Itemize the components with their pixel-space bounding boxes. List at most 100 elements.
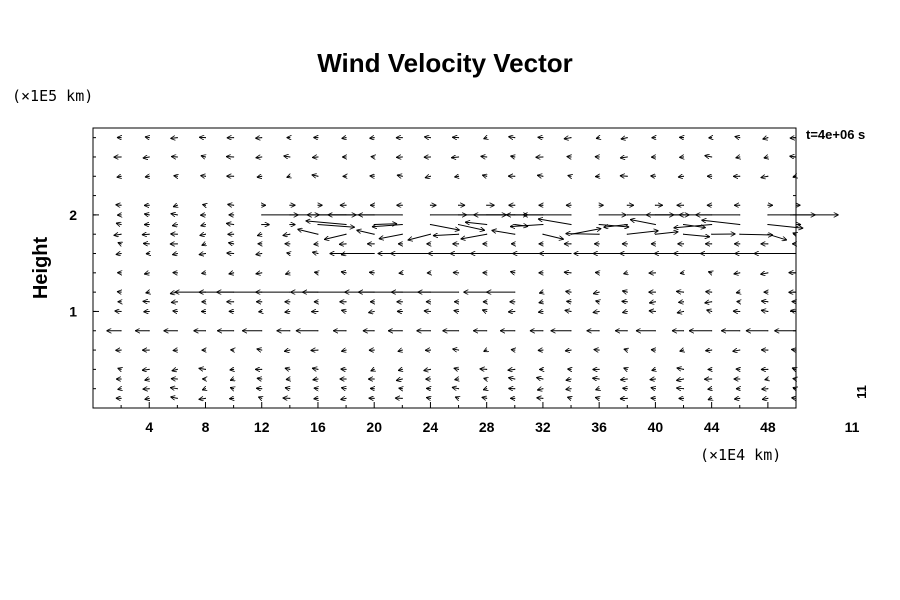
- velocity-arrow: [285, 273, 290, 274]
- velocity-arrow: [171, 214, 178, 215]
- velocity-arrow: [145, 398, 150, 399]
- velocity-arrow: [356, 230, 375, 235]
- velocity-arrow: [620, 379, 628, 380]
- x-tick-label: 24: [423, 419, 439, 435]
- velocity-arrow: [423, 369, 431, 370]
- velocity-arrow: [482, 397, 487, 398]
- velocity-arrow: [342, 138, 347, 139]
- velocity-arrow: [341, 272, 346, 273]
- velocity-arrow: [226, 223, 234, 224]
- velocity-arrow: [678, 176, 684, 177]
- velocity-arrow: [595, 389, 599, 390]
- velocity-arrow: [761, 176, 768, 177]
- corner-label: 11: [845, 419, 860, 435]
- velocity-arrow: [705, 292, 712, 293]
- velocity-arrow: [594, 350, 600, 351]
- velocity-arrow: [170, 138, 178, 139]
- velocity-arrow: [651, 388, 656, 389]
- velocity-arrow: [143, 157, 150, 158]
- velocity-arrow: [200, 176, 205, 177]
- velocity-arrow: [454, 176, 458, 177]
- velocity-arrow: [538, 219, 572, 226]
- velocity-arrow: [510, 225, 543, 227]
- y-unit-label: (×1E5 km): [12, 87, 93, 105]
- velocity-arrow: [256, 157, 262, 158]
- velocity-arrow: [433, 234, 459, 235]
- velocity-arrow: [398, 369, 402, 370]
- velocity-arrow: [793, 379, 796, 380]
- velocity-arrow: [202, 244, 206, 246]
- velocity-arrow: [627, 231, 658, 235]
- velocity-arrow: [595, 397, 599, 398]
- velocity-arrow: [736, 292, 740, 293]
- velocity-arrow: [511, 350, 515, 351]
- velocity-arrow: [630, 220, 656, 226]
- velocity-vectors: [106, 136, 839, 399]
- velocity-arrow: [705, 350, 712, 351]
- velocity-arrow: [567, 397, 571, 398]
- velocity-arrow: [369, 138, 374, 139]
- velocity-arrow: [199, 368, 206, 369]
- velocity-arrow: [706, 310, 711, 312]
- velocity-arrow: [313, 379, 319, 380]
- velocity-arrow: [285, 368, 290, 369]
- y-axis-ticks: 12: [69, 137, 796, 390]
- velocity-arrow: [542, 233, 564, 239]
- velocity-arrow: [284, 350, 290, 351]
- velocity-arrow: [230, 387, 234, 388]
- velocity-arrow: [408, 233, 431, 240]
- velocity-arrow: [199, 254, 206, 255]
- velocity-arrow: [650, 379, 656, 380]
- velocity-arrow: [285, 311, 290, 312]
- velocity-arrow: [258, 397, 261, 398]
- velocity-arrow: [368, 311, 375, 312]
- velocity-arrow: [708, 389, 712, 390]
- x-tick-label: 12: [254, 419, 270, 435]
- velocity-arrow: [734, 398, 740, 399]
- velocity-arrow: [454, 379, 458, 380]
- y-tick-label: 2: [69, 207, 77, 223]
- velocity-arrow: [566, 379, 571, 380]
- velocity-arrow: [255, 138, 262, 139]
- velocity-arrow: [312, 175, 319, 176]
- velocity-arrow: [200, 234, 206, 235]
- velocity-arrow: [257, 378, 262, 379]
- velocity-arrow: [649, 302, 656, 303]
- velocity-arrow: [256, 273, 262, 274]
- velocity-arrow: [510, 156, 514, 157]
- velocity-arrow: [649, 311, 656, 312]
- velocity-arrow: [144, 214, 149, 215]
- velocity-arrow: [761, 310, 768, 311]
- velocity-arrow: [761, 301, 768, 302]
- velocity-arrow: [174, 176, 178, 177]
- velocity-arrow: [596, 138, 599, 139]
- velocity-arrow: [483, 138, 486, 139]
- velocity-arrow: [465, 222, 487, 224]
- velocity-arrow: [492, 230, 515, 235]
- velocity-arrow: [623, 273, 627, 274]
- velocity-arrow: [374, 224, 397, 225]
- velocity-arrow: [306, 221, 347, 226]
- velocity-arrow: [676, 379, 684, 380]
- velocity-arrow: [341, 350, 346, 351]
- velocity-arrow: [257, 349, 262, 350]
- velocity-arrow: [201, 273, 205, 274]
- velocity-arrow: [508, 369, 515, 370]
- velocity-arrow: [116, 205, 122, 206]
- right-side-label: 11: [854, 385, 869, 399]
- velocity-arrow: [228, 243, 234, 244]
- velocity-arrow: [341, 310, 346, 311]
- velocity-arrow: [704, 302, 712, 303]
- velocity-arrow: [145, 292, 149, 293]
- velocity-arrow: [708, 272, 711, 273]
- velocity-arrow: [565, 350, 572, 351]
- velocity-arrow: [508, 378, 515, 379]
- velocity-arrow: [623, 368, 627, 369]
- velocity-arrow: [142, 369, 150, 370]
- velocity-arrow: [734, 273, 740, 274]
- x-tick-label: 36: [591, 419, 607, 435]
- velocity-arrow: [454, 368, 459, 369]
- velocity-arrow: [652, 369, 656, 370]
- velocity-arrow: [283, 156, 290, 157]
